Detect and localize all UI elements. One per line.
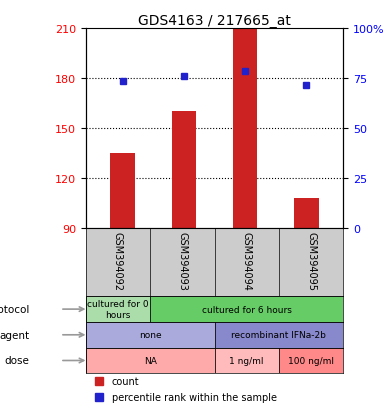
Text: dose: dose: [4, 356, 29, 366]
Text: recombinant IFNa-2b: recombinant IFNa-2b: [231, 330, 326, 339]
Text: 1 ng/ml: 1 ng/ml: [229, 356, 264, 365]
Bar: [110, 154, 135, 228]
Text: count: count: [112, 376, 139, 386]
Text: NA: NA: [144, 356, 157, 365]
Bar: [233, 29, 257, 228]
Text: none: none: [139, 330, 161, 339]
Text: 100 ng/ml: 100 ng/ml: [288, 356, 334, 365]
Text: GSM394094: GSM394094: [242, 232, 252, 290]
Text: cultured for 6 hours: cultured for 6 hours: [202, 305, 292, 314]
Bar: [86, 297, 150, 322]
Bar: [279, 348, 343, 373]
Text: GSM394092: GSM394092: [113, 232, 123, 290]
Bar: [294, 198, 319, 228]
Bar: [150, 297, 343, 322]
Text: growth protocol: growth protocol: [0, 304, 29, 314]
Text: GSM394095: GSM394095: [306, 232, 316, 290]
Text: agent: agent: [0, 330, 29, 340]
Bar: [172, 112, 196, 228]
Text: GDS4163 / 217665_at: GDS4163 / 217665_at: [138, 14, 291, 28]
Text: GSM394093: GSM394093: [177, 232, 187, 290]
Bar: [86, 322, 214, 348]
Bar: [215, 348, 279, 373]
Text: cultured for 0
hours: cultured for 0 hours: [87, 300, 149, 319]
Bar: [86, 348, 214, 373]
Bar: [215, 322, 343, 348]
Text: percentile rank within the sample: percentile rank within the sample: [112, 392, 277, 402]
